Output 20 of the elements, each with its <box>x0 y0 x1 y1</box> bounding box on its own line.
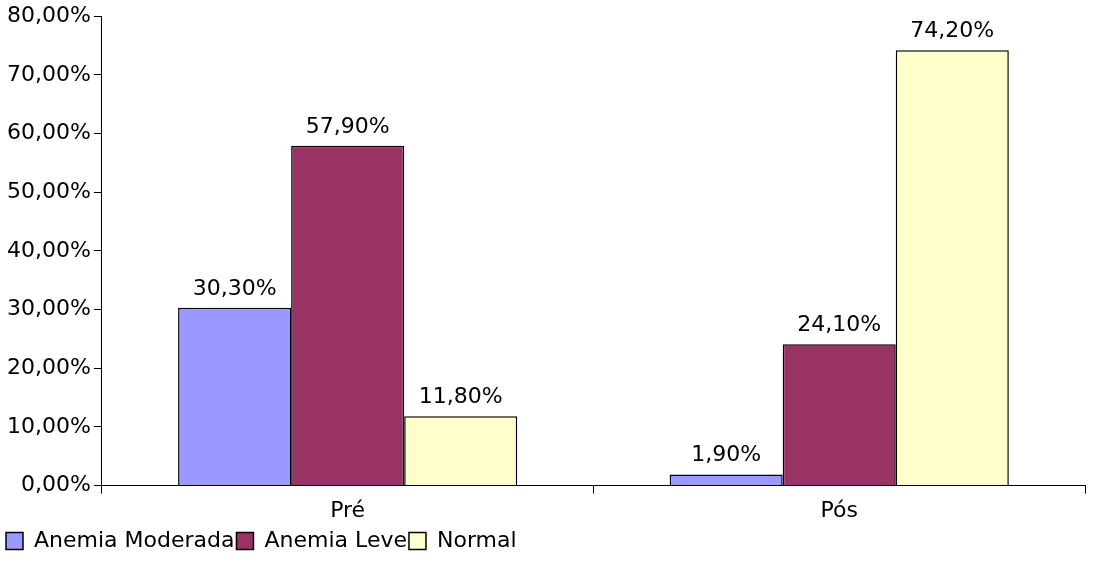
data-label: 1,90% <box>691 441 762 467</box>
data-label: 30,30% <box>192 274 277 300</box>
data-label: 24,10% <box>797 310 882 336</box>
data-label: 11,80% <box>418 383 503 409</box>
y-tick-label: 60,00% <box>7 119 91 145</box>
data-label: 74,20% <box>910 16 995 42</box>
y-tick-label: 10,00% <box>7 412 91 438</box>
data-label: 57,90% <box>305 112 390 138</box>
y-tick-label: 30,00% <box>7 295 91 321</box>
y-tick-label: 50,00% <box>7 177 91 203</box>
legend-label: Anemia Moderada <box>34 526 235 552</box>
y-tick-label: 20,00% <box>7 353 91 379</box>
legend-label: Anemia Leve <box>264 526 407 552</box>
y-tick-label: 0,00% <box>21 471 91 497</box>
y-tick-label: 70,00% <box>7 60 91 86</box>
y-tick-label: 40,00% <box>7 236 91 262</box>
legend-label: Normal <box>436 526 517 552</box>
y-tick-label: 80,00% <box>7 1 91 27</box>
x-tick-label: Pré <box>330 496 366 522</box>
x-tick-label: Pós <box>820 496 858 522</box>
